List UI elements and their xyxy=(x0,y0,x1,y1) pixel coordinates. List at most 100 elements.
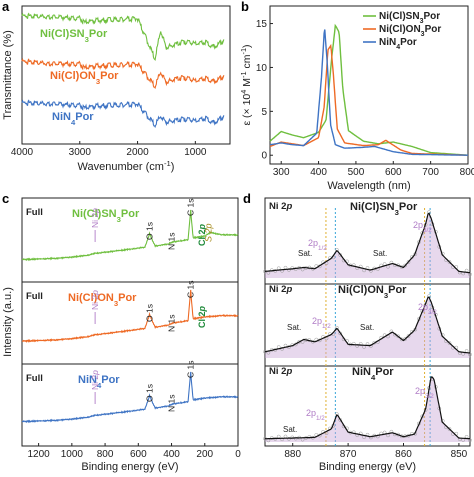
panel-d-data-point xyxy=(406,334,411,338)
panel-d-data-point xyxy=(396,334,401,339)
panel-b-series-1 xyxy=(269,23,468,156)
panel-b-series-2 xyxy=(269,43,468,156)
panel-d-xps-ni2p: 880 870 860 850 Binding energy (eV) Ni 2p Ni(C… xyxy=(263,197,472,473)
panel-c-ylabel: Intensity (a.u.) xyxy=(2,287,14,357)
panel-letter-c: c xyxy=(2,191,9,206)
panel-b-frame xyxy=(269,5,469,165)
panel-d-fill-2 xyxy=(265,297,470,358)
panel-d-p32-2: 2p3/2 xyxy=(418,302,437,316)
panel-d-xlabel: Binding energy (eV) xyxy=(319,461,416,473)
panel-d-row-label-1: Ni(Cl)SN3Por xyxy=(350,201,418,217)
panel-b-xlabel: Wavelength (nm) xyxy=(327,180,410,192)
panel-c-row-label-1: Ni(Cl)SN3Por xyxy=(72,208,140,224)
panel-c-row-tag-1: Full xyxy=(26,207,43,218)
panel-c-peak-ni2p-3: Ni 2p xyxy=(90,370,100,390)
panel-c-xps-survey: 1200 1000 800 600 400 200 0 Binding energy (eV)… xyxy=(2,197,241,473)
panel-a-xtick-label: 4000 xyxy=(11,147,34,158)
panel-d-data-point xyxy=(403,263,407,268)
panel-a-series-label-3: NiN4Por xyxy=(52,111,94,127)
panel-c-xtick-label: 1000 xyxy=(61,449,84,460)
panel-d-xtick-label: 850 xyxy=(451,449,468,460)
panel-c-xtick-label: 0 xyxy=(235,449,241,460)
panel-b-legend-label-2: Ni(Cl)ON3Por xyxy=(379,24,441,38)
panel-c-xtick-label: 200 xyxy=(196,449,213,460)
panel-c-row-tag-2: Full xyxy=(26,291,43,302)
panel-c-peak-c1s-1: C 1s xyxy=(186,199,196,216)
panel-a-series-2 xyxy=(21,58,225,90)
panel-d-row-label-3: NiN4Por xyxy=(352,366,394,382)
panel-d-row-tag-3: Ni 2p xyxy=(269,366,292,377)
panel-b-ylabel: ε (× 104 M-1 cm-1) xyxy=(239,44,254,125)
panel-a-series-3 xyxy=(21,99,225,129)
panel-d-data-point xyxy=(369,268,373,273)
panel-c-xtick-label: 400 xyxy=(163,449,180,460)
panel-a-series-1 xyxy=(21,12,225,61)
panel-c-peak-c1s-3: C 1s xyxy=(186,361,196,378)
panel-c-row-tag-3: Full xyxy=(26,373,43,384)
panel-d-data-point xyxy=(447,260,452,264)
panel-d-row-tag-2: Ni 2p xyxy=(269,284,292,295)
panel-d-p32-3: 2p3/2 xyxy=(415,386,434,400)
panel-d-xtick-label: 880 xyxy=(284,449,301,460)
panel-d-data-point xyxy=(276,434,281,439)
panel-d-sat-right-2: Sat. xyxy=(360,323,374,332)
panel-c-peak-n1s-1: N 1s xyxy=(167,233,177,250)
panel-a-xtick-label: 3000 xyxy=(69,147,92,158)
panel-b-ytick-label: 10 xyxy=(256,63,268,74)
panel-d-sat-left-2: Sat. xyxy=(287,323,301,332)
panel-a-series-label-1: Ni(Cl)SN3Por xyxy=(40,28,108,44)
panel-d-row-tag-1: Ni 2p xyxy=(269,201,292,212)
panel-a-frame xyxy=(21,5,231,145)
panel-d-row-label-2: Ni(Cl)ON3Por xyxy=(338,284,407,300)
panel-d-fit-1 xyxy=(264,212,471,274)
panel-d-data-point xyxy=(287,437,291,441)
panel-b-ytick-label: 5 xyxy=(261,107,267,118)
panel-d-fit-3 xyxy=(265,376,471,440)
panel-d-data-point xyxy=(338,331,343,336)
panel-a-xtick-label: 1000 xyxy=(184,147,207,158)
panel-d-p12-3: 2p1/2 xyxy=(306,408,325,422)
panel-c-peak-c1s-2: C 1s xyxy=(186,281,196,298)
panel-c-xtick-label: 1200 xyxy=(27,449,50,460)
panel-c-peak-cl2p-2: Cl 2p xyxy=(197,305,207,328)
panel-letter-a: a xyxy=(2,0,10,14)
panel-d-data-point xyxy=(369,435,373,440)
panel-d-sat-left-1: Sat. xyxy=(298,249,312,258)
panel-b-xtick-label: 500 xyxy=(348,167,365,178)
panel-d-p12-1: 2p1/2 xyxy=(308,238,327,252)
panel-a-xlabel: Wavenumber (cm-1) xyxy=(78,159,175,174)
panel-d-fit-2 xyxy=(264,296,471,354)
panel-letter-b: b xyxy=(241,0,249,14)
panel-c-peak-o1s-2: O 1s xyxy=(145,304,155,322)
panel-d-sat-left-3: Sat. xyxy=(283,425,297,434)
panel-letter-d: d xyxy=(243,191,251,206)
panel-c-peak-s2p: S 2p xyxy=(203,223,213,242)
panel-c-peak-cl2p-1: Cl 2p xyxy=(197,223,207,246)
panel-b-xtick-label: 700 xyxy=(422,167,439,178)
panel-b-series-3 xyxy=(269,29,468,156)
panel-c-xtick-label: 800 xyxy=(97,449,114,460)
panel-d-data-point xyxy=(351,341,356,346)
panel-b-legend-label-1: Ni(Cl)SN3Por xyxy=(379,11,440,25)
panel-c-peak-n1s-3: N 1s xyxy=(167,395,177,412)
panel-c-xlabel: Binding energy (eV) xyxy=(81,461,178,473)
panel-b-xtick-label: 600 xyxy=(385,167,402,178)
panel-c-series-2 xyxy=(21,289,239,343)
panel-a-ylabel: Transmittance (%) xyxy=(2,30,14,119)
panel-c-peak-ni2p-2: Ni 2p xyxy=(90,290,100,310)
panel-b-xtick-label: 400 xyxy=(310,167,327,178)
panel-d-data-point xyxy=(447,427,452,431)
panel-d-xtick-label: 860 xyxy=(395,449,412,460)
panel-c-row-label-2: Ni(Cl)ON3Por xyxy=(68,292,137,308)
panel-c-series-3 xyxy=(21,371,239,424)
panel-b-ytick-label: 15 xyxy=(256,19,268,30)
panel-a-ftir: 4000 3000 2000 1000 Wavenumber (cm-1) Transmi… xyxy=(2,5,231,174)
panel-b-ytick-label: 0 xyxy=(261,151,267,162)
panel-d-data-point xyxy=(403,337,407,341)
panel-d-data-point xyxy=(338,253,343,257)
panel-c-row-label-3: NiN4Por xyxy=(78,374,120,390)
panel-b-legend-label-3: NiN4Por xyxy=(379,37,417,51)
panel-c-frame xyxy=(21,197,239,447)
panel-d-data-point xyxy=(406,260,411,264)
